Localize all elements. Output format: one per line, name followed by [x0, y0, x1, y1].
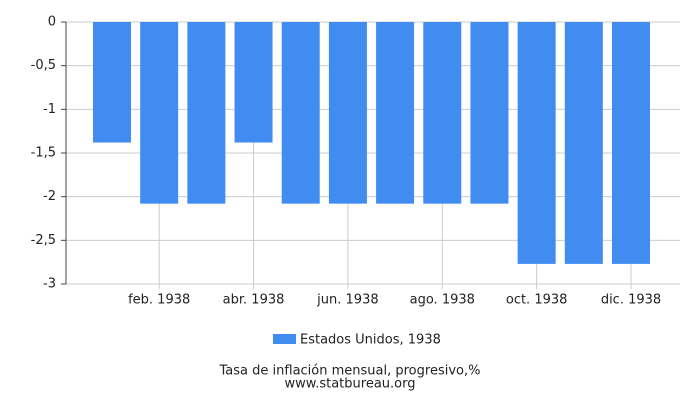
x-tick-label: jun. 1938 [316, 293, 378, 308]
y-tick-label: -2 [43, 189, 56, 204]
legend-label: Estados Unidos, 1938 [300, 333, 441, 348]
bar [93, 22, 131, 143]
bar [470, 22, 509, 204]
bar [423, 22, 462, 204]
bar [234, 22, 273, 143]
y-tick-label: -1,5 [31, 146, 56, 161]
x-tick-label: feb. 1938 [128, 293, 190, 308]
bar [187, 22, 226, 204]
bar [517, 22, 556, 264]
legend-swatch [273, 334, 296, 344]
axis-title: Tasa de inflación mensual, progresivo,% [219, 364, 481, 379]
x-tick-label: ago. 1938 [410, 293, 475, 308]
bar [564, 22, 603, 264]
bar [376, 22, 415, 204]
bar [612, 22, 650, 264]
y-tick-label: -3 [43, 277, 56, 292]
y-tick-label: -2,5 [31, 233, 56, 248]
bar [328, 22, 367, 204]
bar [281, 22, 320, 204]
y-tick-label: -0,5 [31, 58, 56, 73]
y-tick-label: 0 [48, 15, 56, 30]
x-tick-label: dic. 1938 [601, 293, 661, 308]
bar [140, 22, 179, 204]
x-tick-label: oct. 1938 [506, 293, 568, 308]
y-tick-label: -1 [43, 102, 56, 117]
source: www.statbureau.org [285, 377, 416, 392]
x-tick-label: abr. 1938 [223, 293, 285, 308]
